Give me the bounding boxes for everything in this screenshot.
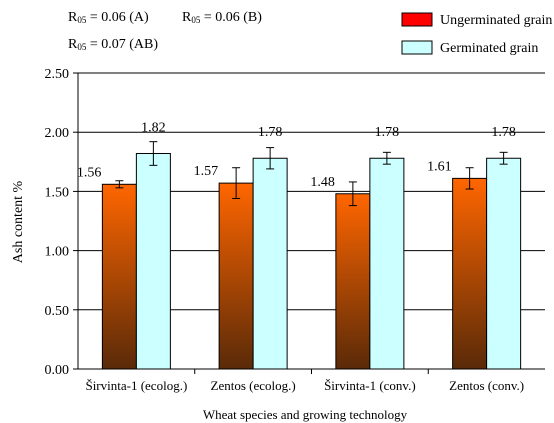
x-tick-label: Širvinta-1 (conv.) (324, 378, 416, 393)
error-bar (115, 180, 124, 189)
x-tick-label: Širvinta-1 (ecolog.) (85, 378, 187, 393)
bar-ungerminated (218, 182, 254, 370)
data-label: 1.82 (141, 121, 166, 136)
data-label: 1.61 (427, 159, 452, 174)
bar-ungerminated (101, 183, 137, 370)
r05-a-annotation: R05 = 0.06 (A) (68, 10, 149, 25)
error-bar (499, 151, 508, 165)
legend-swatch (401, 12, 433, 27)
data-label: 1.78 (491, 125, 516, 140)
legend-label: Germinated grain (440, 41, 538, 56)
error-bar (232, 167, 241, 200)
error-bar (382, 151, 391, 165)
axes: 0.00 0.50 1.00 1.50 2.00 2.50 Širvinta-1 (ecol… (45, 67, 545, 393)
y-tick-label: 1.00 (45, 245, 70, 260)
error-bar (149, 141, 158, 166)
bar-ungerminated (452, 177, 488, 370)
data-label: 1.57 (194, 164, 219, 179)
error-bars (115, 141, 508, 207)
error-bar (266, 147, 275, 170)
legend-swatch (401, 40, 433, 55)
x-tick-label: Zentos (conv.) (449, 378, 524, 393)
data-label: 1.78 (258, 125, 283, 140)
y-tick-label: 1.50 (45, 185, 70, 200)
x-tick-label: Zentos (ecolog.) (211, 378, 296, 393)
data-labels: 1.56 1.82 1.57 1.78 1.48 1.78 1.61 1.78 (77, 121, 516, 190)
data-label: 1.48 (310, 175, 335, 190)
y-axis-title: Ash content % (11, 180, 26, 263)
bar-germinated (369, 157, 405, 370)
bar-germinated (252, 157, 288, 370)
y-tick-label: 0.00 (45, 363, 70, 378)
y-tick-label: 2.00 (45, 126, 70, 141)
y-tick-label: 0.50 (45, 304, 70, 319)
legend: Ungerminated grain Germinated grain (401, 12, 552, 56)
data-label: 1.78 (375, 125, 400, 140)
bar-ungerminated (335, 193, 371, 370)
bars (101, 153, 522, 370)
data-label: 1.56 (77, 165, 102, 180)
legend-label: Ungerminated grain (440, 13, 552, 28)
bar-germinated (486, 157, 522, 370)
r05-b-annotation: R05 = 0.06 (B) (182, 10, 262, 25)
bar-germinated (135, 153, 171, 370)
error-bar (348, 181, 357, 207)
y-tick-label: 2.50 (45, 67, 70, 82)
error-bar (465, 167, 474, 190)
x-axis-title: Wheat species and growing technology (203, 407, 408, 422)
r05-ab-annotation: R05 = 0.07 (AB) (68, 37, 159, 52)
